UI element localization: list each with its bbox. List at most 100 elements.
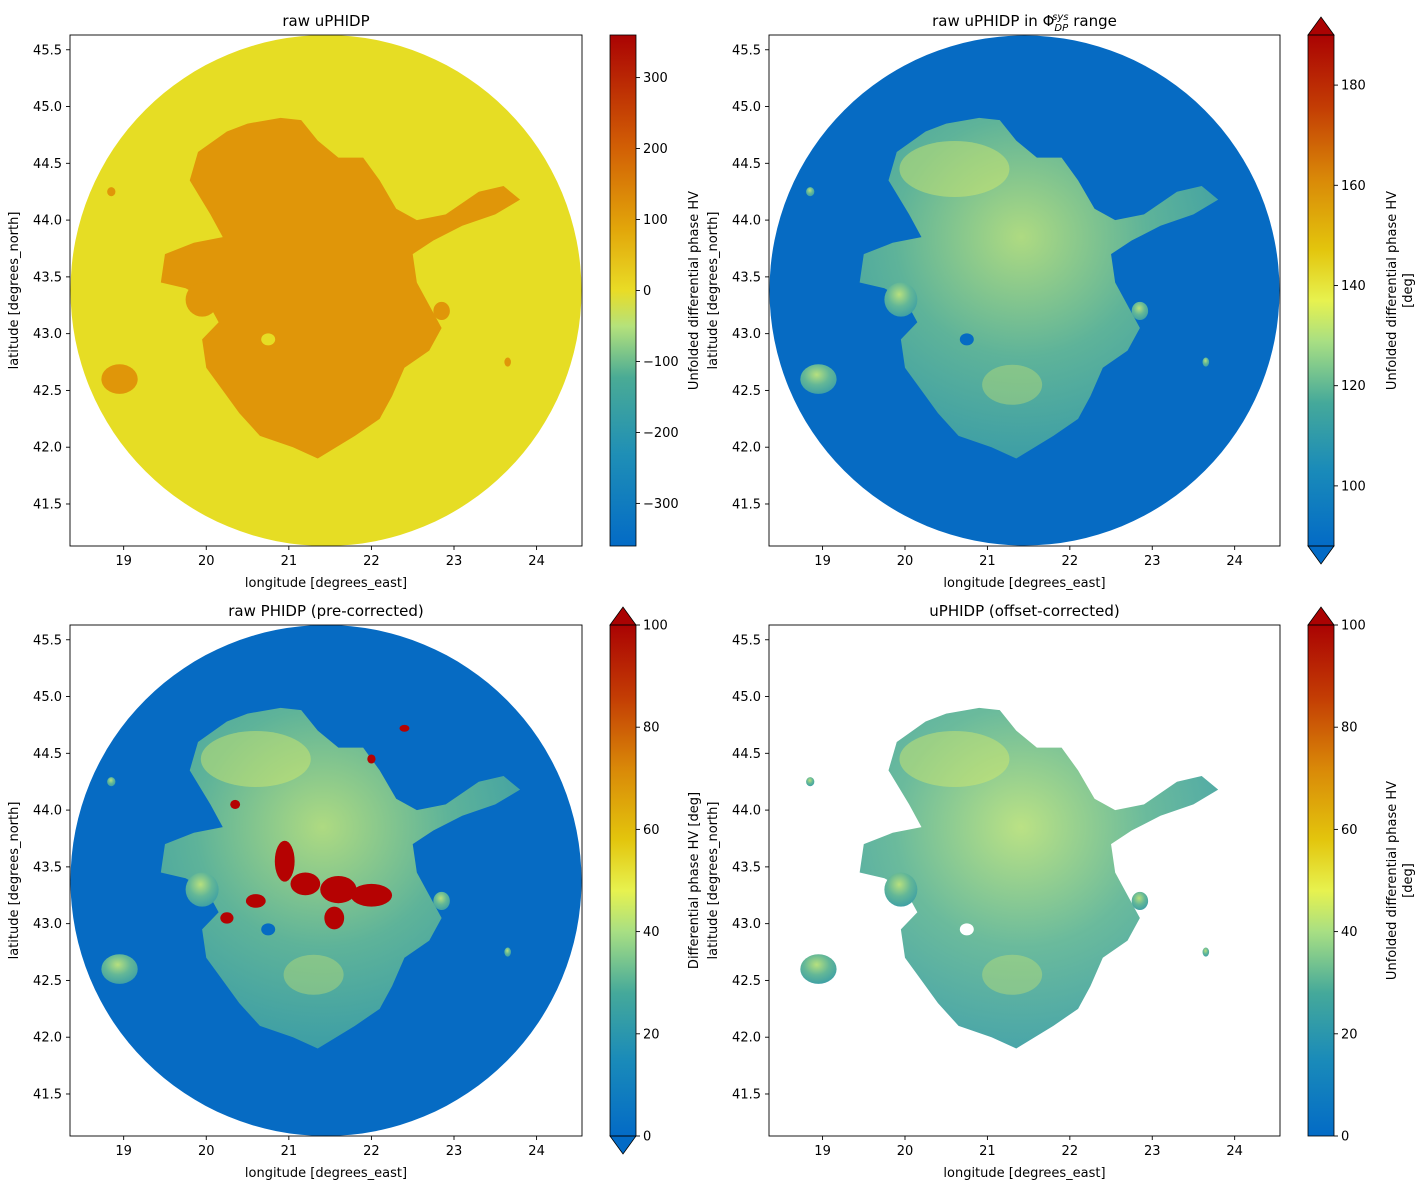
- echo-cell: [1131, 301, 1149, 321]
- y-tick-label: 42.0: [732, 441, 761, 456]
- echo-high-band: [899, 140, 1010, 197]
- panel-3: 19 20 21 22 23 24 41.5 42.0 42.5 43.0 43.5 44.0 44.5…: [7, 602, 702, 1181]
- chart-title: raw PHIDP (pre-corrected): [228, 602, 423, 620]
- echo-cell: [884, 282, 918, 317]
- x-tick-label: 20: [897, 1144, 914, 1159]
- colorbar-gradient: [610, 35, 636, 546]
- high-phase-artifact: [320, 875, 357, 904]
- colorbar-tick-label: 140: [1341, 279, 1366, 294]
- chart-title: raw uPHIDP in ΦDPsys range: [932, 12, 1117, 34]
- colorbar-tick-label: 20: [643, 1027, 660, 1042]
- plot-area: [800, 707, 1219, 1049]
- y-tick-label: 41.5: [33, 497, 62, 512]
- colorbar-frame: [1307, 624, 1335, 1137]
- x-tick-label: 24: [1226, 1144, 1243, 1159]
- colorbar-tick-label: 0: [643, 1130, 651, 1145]
- panel-1: 19 20 21 22 23 24 41.5 42.0 42.5 43.0 43.5 44.0 44.5…: [7, 12, 702, 591]
- x-axis-label: longitude [degrees_east]: [245, 1166, 407, 1181]
- y-tick-label: 44.0: [732, 804, 761, 819]
- echo-cell: [107, 777, 116, 787]
- echo-cell: [806, 187, 815, 197]
- colorbar-tick-label: 180: [1341, 79, 1366, 94]
- x-tick-label: 24: [528, 1144, 545, 1159]
- x-tick-label: 22: [1062, 554, 1079, 569]
- colorbar-tick-label: 80: [643, 721, 660, 736]
- x-tick-label: 21: [979, 1144, 996, 1159]
- y-axis-label: latitude [degrees_north]: [7, 212, 22, 370]
- x-tick-label: 21: [979, 554, 996, 569]
- colorbar-tick-label: 100: [643, 619, 668, 634]
- y-tick-label: 44.5: [732, 747, 761, 762]
- colorbar-tick-label: −100: [643, 355, 679, 370]
- y-tick-label: 45.5: [33, 43, 62, 58]
- precipitation-echo: [859, 117, 1219, 459]
- panel-4: 19 20 21 22 23 24 41.5 42.0 42.5 43.0 43.5 44.0 44.5…: [706, 602, 1415, 1181]
- title-superscript: sys: [1052, 12, 1068, 23]
- y-tick-label: 43.5: [732, 270, 761, 285]
- plot-area: [70, 625, 582, 1136]
- y-tick-label: 42.0: [33, 441, 62, 456]
- y-tick-label: 43.0: [732, 327, 761, 342]
- y-tick-label: 41.5: [33, 1087, 62, 1102]
- chart-title: raw uPHIDP: [282, 12, 369, 30]
- y-tick-label: 42.5: [732, 384, 761, 399]
- echo-cell: [1202, 357, 1210, 367]
- precipitation-echo: [160, 117, 521, 459]
- colorbar-label: Unfolded differential phase HV: [1385, 781, 1400, 980]
- title-symbol: Φ: [1043, 12, 1055, 30]
- colorbar-gradient: [1308, 625, 1334, 1136]
- y-tick-label: 43.5: [732, 860, 761, 875]
- high-phase-artifact: [245, 894, 266, 908]
- x-tick-label: 21: [281, 1144, 298, 1159]
- y-axis-label: latitude [degrees_north]: [706, 212, 721, 370]
- axes-frame: [69, 624, 583, 1137]
- echo-high-band: [982, 954, 1043, 995]
- colorbar-tick-label: 60: [643, 823, 660, 838]
- x-tick-label: 23: [1144, 1144, 1161, 1159]
- echo-cell: [1131, 891, 1149, 911]
- colorbar-frame: [609, 624, 637, 1137]
- y-tick-label: 42.0: [732, 1031, 761, 1046]
- colorbar-gradient: [1308, 35, 1334, 546]
- colorbar-tick-label: 0: [643, 284, 651, 299]
- echo-cell: [185, 282, 219, 317]
- x-tick-label: 19: [115, 1144, 132, 1159]
- y-tick-label: 43.0: [33, 327, 62, 342]
- echo-gap: [261, 333, 276, 346]
- y-tick-label: 41.5: [732, 497, 761, 512]
- chart-title: uPHIDP (offset-corrected): [929, 602, 1119, 620]
- y-tick-label: 44.0: [33, 214, 62, 229]
- echo-cell: [806, 777, 815, 787]
- echo-gap: [959, 923, 974, 936]
- echo-cell: [101, 364, 138, 394]
- x-tick-label: 21: [281, 554, 298, 569]
- x-tick-label: 24: [1226, 554, 1243, 569]
- y-tick-label: 42.5: [732, 974, 761, 989]
- y-axis-label: latitude [degrees_north]: [706, 802, 721, 960]
- x-tick-label: 19: [814, 554, 831, 569]
- y-tick-label: 42.5: [33, 974, 62, 989]
- y-tick-label: 44.5: [33, 747, 62, 762]
- y-tick-label: 43.5: [33, 270, 62, 285]
- colorbar-tick-label: 200: [643, 142, 668, 157]
- colorbar-label: Differential phase HV [deg]: [687, 792, 702, 969]
- colorbar-tick-label: 100: [643, 213, 668, 228]
- y-tick-label: 44.0: [732, 214, 761, 229]
- colorbar-tick-label: 20: [1341, 1027, 1358, 1042]
- x-axis-label: longitude [degrees_east]: [943, 576, 1105, 591]
- title-subscript: DP: [1054, 23, 1069, 34]
- colorbar: 100 80 60 40 20 0 Differential phase HV [deg]: [609, 606, 702, 1155]
- x-tick-label: 22: [1062, 1144, 1079, 1159]
- colorbar-tick-label: 100: [1341, 479, 1366, 494]
- plot-area: [769, 35, 1280, 546]
- echo-high-band: [283, 954, 344, 995]
- x-tick-label: 19: [115, 554, 132, 569]
- x-axis-label: longitude [degrees_east]: [245, 576, 407, 591]
- colorbar-extend-max: [609, 606, 637, 626]
- y-axis-label: latitude [degrees_north]: [7, 802, 22, 960]
- y-tick-label: 43.0: [732, 917, 761, 932]
- y-tick-label: 43.0: [33, 917, 62, 932]
- colorbar-frame: [1307, 34, 1335, 547]
- colorbar-tick-label: −200: [643, 426, 679, 441]
